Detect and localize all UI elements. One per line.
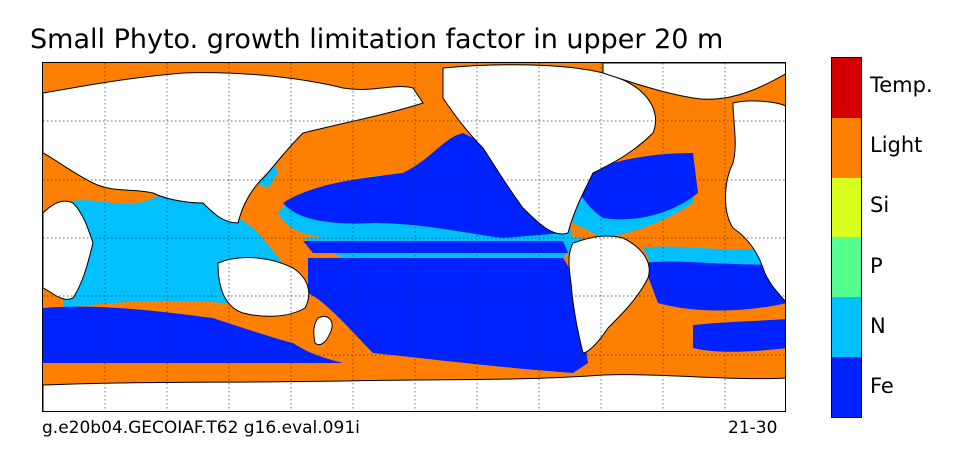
colorbar-label-n: N (870, 313, 886, 338)
land-australia (217, 257, 310, 317)
colorbar-swatch-light (832, 117, 861, 178)
map-canvas (43, 63, 785, 411)
colorbar-label-temp: Temp. (870, 73, 933, 98)
fe-region-south-atlantic (643, 261, 785, 311)
land-antarctica (43, 374, 785, 411)
fe-region-north-atlantic (573, 153, 698, 220)
colorbar-swatch-n (832, 297, 861, 358)
fe-region-equatorial-pacific (303, 241, 568, 253)
year-range: 21-30 (728, 418, 778, 438)
colorbar-swatch-si (832, 177, 861, 238)
colorbar-label-fe: Fe (870, 373, 894, 398)
run-identifier: g.e20b04.GECOIAF.T62 g16.eval.091i (42, 418, 360, 438)
land-greenland (602, 63, 785, 100)
colorbar-swatch-p (832, 237, 861, 298)
map-title: Small Phyto. growth limitation factor in… (30, 24, 724, 55)
land-asia (43, 72, 424, 224)
land-north-america (442, 64, 657, 235)
fe-region-southern-ocean-east (693, 319, 785, 352)
colorbar-swatch-temp (832, 58, 861, 118)
colorbar-label-p: P (870, 253, 883, 278)
colorbar-label-si: Si (870, 193, 890, 218)
land-europe-africa-east (43, 200, 94, 300)
limitation-map (42, 62, 786, 412)
land-west-africa-europe (725, 100, 785, 302)
fe-region-south-pacific (308, 258, 588, 373)
land-new-zealand (313, 316, 333, 346)
colorbar (831, 57, 862, 418)
land-masses (43, 63, 785, 411)
colorbar-swatch-fe (832, 357, 861, 417)
fe-region-southern-ocean-west (43, 306, 343, 363)
colorbar-label-light: Light (870, 133, 923, 158)
graticule (43, 63, 785, 411)
